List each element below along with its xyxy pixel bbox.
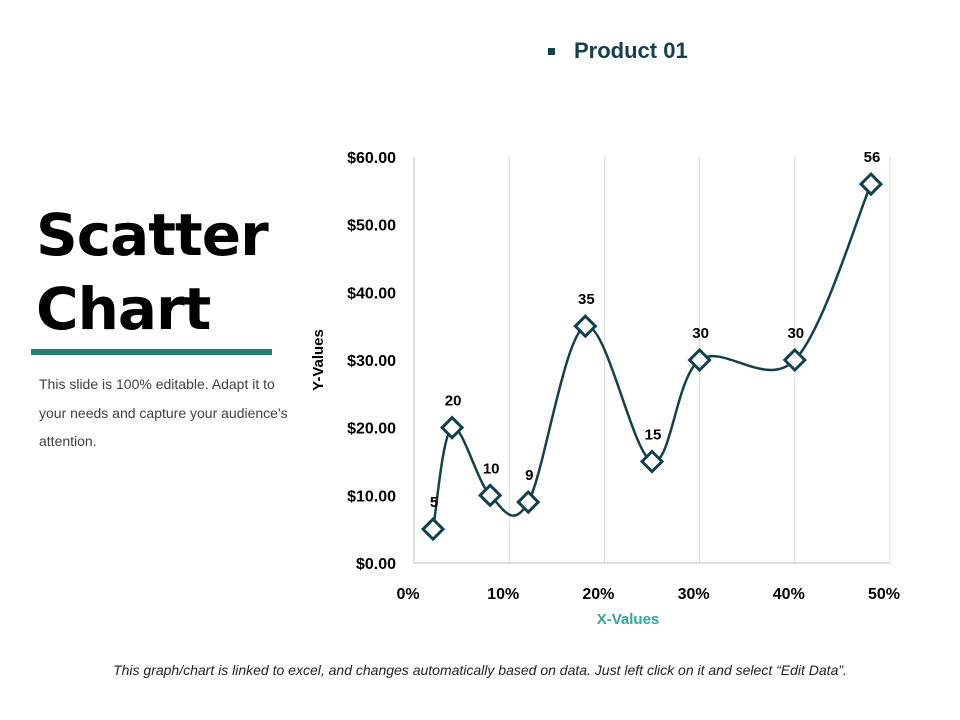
slide-title: Scatter Chart: [36, 198, 269, 346]
legend-square-icon: [548, 47, 555, 55]
data-point-marker: [687, 347, 712, 373]
x-tick-label: 0%: [396, 586, 419, 603]
y-tick-label: $10.00: [347, 488, 396, 505]
y-tick-label: $30.00: [347, 353, 396, 370]
data-point-marker: [573, 314, 598, 339]
y-tick-label: $60.00: [347, 150, 396, 167]
x-tick-label: 30%: [678, 586, 710, 603]
slide-title-line-2: Chart: [36, 275, 211, 343]
data-point-marker: [639, 449, 665, 474]
footer-note: This graph/chart is linked to excel, and…: [113, 662, 847, 678]
data-point-marker: [516, 489, 541, 515]
y-axis-title: Y-Values: [310, 329, 327, 391]
data-point-marker: [420, 517, 446, 542]
data-point-marker: [439, 415, 465, 440]
data-label: 15: [645, 427, 662, 444]
x-axis-title: X-Values: [597, 611, 660, 628]
x-tick-label: 40%: [773, 586, 805, 603]
y-tick-label: $0.00: [356, 556, 396, 573]
x-tick-label: 50%: [868, 586, 900, 603]
data-label: 10: [483, 460, 500, 477]
data-point-marker: [858, 171, 884, 197]
legend-label: Product 01: [574, 38, 688, 63]
data-label: 30: [787, 325, 804, 342]
title-underline: [31, 349, 272, 355]
y-tick-label: $50.00: [347, 218, 396, 235]
data-point-marker: [478, 483, 503, 508]
data-label: 35: [578, 291, 595, 308]
slide-description: This slide is 100% editable. Adapt it to…: [39, 376, 288, 449]
chart-legend[interactable]: Product 01: [548, 36, 688, 66]
series-line: [431, 183, 873, 530]
data-label: 9: [525, 467, 533, 484]
x-tick-label: 20%: [582, 586, 614, 603]
data-label: 20: [445, 393, 462, 410]
data-point-marker: [782, 347, 807, 373]
y-tick-label: $20.00: [347, 421, 396, 438]
x-tick-label: 10%: [487, 586, 519, 603]
data-label: 56: [864, 149, 881, 166]
slide-title-line-1: Scatter: [36, 201, 269, 269]
data-label: 5: [430, 494, 438, 511]
data-label: 30: [692, 325, 709, 342]
y-tick-label: $40.00: [347, 285, 396, 302]
